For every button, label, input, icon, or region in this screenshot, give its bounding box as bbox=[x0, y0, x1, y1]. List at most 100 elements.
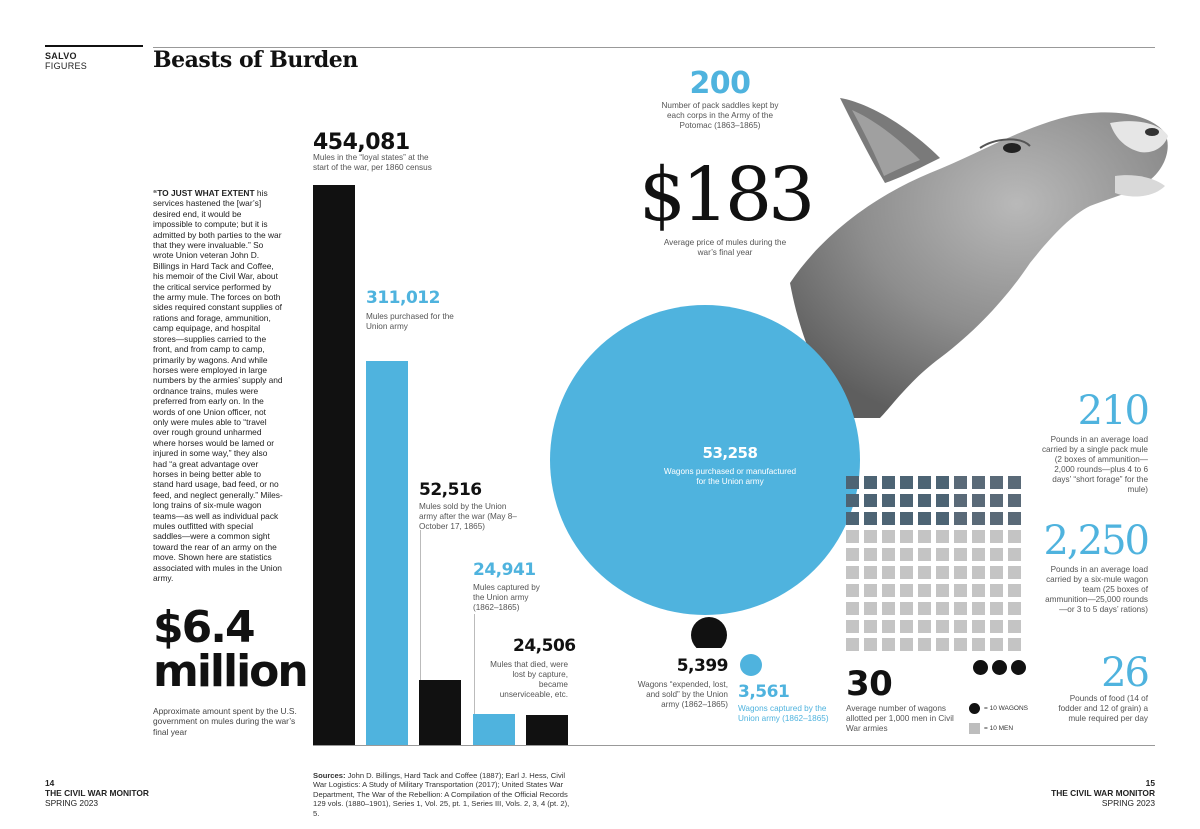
men-unit-square bbox=[900, 530, 913, 543]
wagon-unit-dot bbox=[992, 660, 1007, 675]
men-unit-square bbox=[954, 476, 967, 489]
section-label: SALVO bbox=[45, 51, 77, 61]
men-unit-square bbox=[972, 602, 985, 615]
wagons-purchased-value: 53,258 bbox=[702, 444, 758, 462]
footer-left-page: 14 bbox=[45, 778, 55, 788]
men-unit-square bbox=[954, 512, 967, 525]
legend-men-label: = 10 MEN bbox=[984, 725, 1014, 732]
men-unit-square bbox=[918, 476, 931, 489]
intro-lead: “TO JUST WHAT EXTENT bbox=[153, 188, 255, 198]
men-unit-square bbox=[990, 602, 1003, 615]
men-unit-square bbox=[936, 512, 949, 525]
men-unit-square bbox=[954, 548, 967, 561]
legend-wagon-dot bbox=[969, 703, 980, 714]
men-unit-square bbox=[918, 548, 931, 561]
bar-value-label-4: 24,941 bbox=[473, 560, 536, 580]
chart-baseline bbox=[313, 745, 1155, 746]
men-unit-square bbox=[900, 512, 913, 525]
men-unit-square bbox=[882, 638, 895, 651]
men-unit-square bbox=[918, 602, 931, 615]
men-unit-square bbox=[918, 530, 931, 543]
footer-left-mag: THE CIVIL WAR MONITOR bbox=[45, 788, 149, 798]
men-unit-square bbox=[864, 566, 877, 579]
intro-text: “TO JUST WHAT EXTENT his services hasten… bbox=[153, 188, 283, 583]
sources-text: John D. Billings, Hard Tack and Coffee (… bbox=[313, 771, 570, 818]
men-unit-square bbox=[1008, 494, 1021, 507]
men-unit-square bbox=[972, 620, 985, 633]
men-unit-square bbox=[846, 512, 859, 525]
spending-caption: Approximate amount spent by the U.S. gov… bbox=[153, 706, 297, 737]
footer-left: 14 THE CIVIL WAR MONITOR SPRING 2023 bbox=[45, 778, 149, 808]
bar-caption-2: Mules purchased for the Union army bbox=[366, 312, 454, 331]
footer-left-issue: SPRING 2023 bbox=[45, 798, 99, 808]
men-unit-square bbox=[990, 584, 1003, 597]
bar-leader-3 bbox=[420, 530, 421, 680]
men-unit-square bbox=[1008, 476, 1021, 489]
price-caption: Average price of mules during the war’s … bbox=[663, 238, 787, 257]
bar-caption-1: Mules in the “loyal states” at the start… bbox=[313, 153, 432, 172]
men-unit-square bbox=[864, 512, 877, 525]
legend-men-square bbox=[969, 723, 980, 734]
men-unit-square bbox=[900, 566, 913, 579]
men-unit-square bbox=[972, 638, 985, 651]
men-unit-square bbox=[846, 548, 859, 561]
food-caption: Pounds of food (14 of fodder and 12 of g… bbox=[1058, 694, 1148, 723]
pack-load-value: 210 bbox=[1077, 388, 1150, 434]
men-unit-square bbox=[846, 584, 859, 597]
men-unit-square bbox=[918, 584, 931, 597]
men-unit-square bbox=[972, 512, 985, 525]
bar-leader-4 bbox=[474, 614, 475, 714]
intro-body: his services hastened the [war’s] desire… bbox=[153, 188, 283, 584]
bar-value-label-5: 24,506 bbox=[513, 636, 576, 656]
bar-value-label-3: 52,516 bbox=[419, 480, 482, 500]
wagons-captured-circle bbox=[740, 654, 762, 676]
men-unit-square bbox=[882, 566, 895, 579]
men-unit-square bbox=[990, 566, 1003, 579]
men-unit-square bbox=[954, 566, 967, 579]
men-unit-square bbox=[954, 494, 967, 507]
men-unit-square bbox=[936, 494, 949, 507]
men-unit-square bbox=[990, 476, 1003, 489]
section-tag: SALVO FIGURES bbox=[45, 45, 143, 71]
men-unit-square bbox=[954, 530, 967, 543]
men-unit-square bbox=[846, 638, 859, 651]
men-unit-square bbox=[846, 602, 859, 615]
men-unit-square bbox=[954, 602, 967, 615]
men-unit-square bbox=[1008, 620, 1021, 633]
bar-value-label-2: 311,012 bbox=[366, 288, 440, 308]
men-unit-square bbox=[972, 548, 985, 561]
saddles-caption: Number of pack saddles kept by each corp… bbox=[661, 101, 779, 130]
saddles-value: 200 bbox=[689, 66, 751, 101]
men-unit-square bbox=[864, 494, 877, 507]
footer-right: 15 THE CIVIL WAR MONITOR SPRING 2023 bbox=[1030, 778, 1155, 808]
men-unit-square bbox=[1008, 566, 1021, 579]
header-rule bbox=[153, 47, 1155, 48]
men-unit-square bbox=[1008, 584, 1021, 597]
team-load-caption: Pounds in an average load carried by a s… bbox=[1045, 565, 1148, 614]
men-unit-square bbox=[954, 584, 967, 597]
men-unit-square bbox=[936, 530, 949, 543]
men-unit-square bbox=[900, 476, 913, 489]
men-unit-square bbox=[972, 530, 985, 543]
men-unit-square bbox=[972, 476, 985, 489]
men-unit-square bbox=[900, 620, 913, 633]
food-value: 26 bbox=[1101, 650, 1150, 696]
spending-amount-line2: million bbox=[153, 646, 309, 697]
men-unit-square bbox=[936, 620, 949, 633]
per-men-value: 30 bbox=[846, 664, 893, 704]
men-unit-square bbox=[990, 530, 1003, 543]
pack-load-caption: Pounds in an average load carried by a s… bbox=[1041, 435, 1148, 494]
wagons-captured-value: 3,561 bbox=[738, 682, 790, 702]
spending-amount-line1: $6.4 bbox=[153, 602, 256, 653]
footer-right-issue: SPRING 2023 bbox=[1101, 798, 1155, 808]
men-unit-square bbox=[936, 566, 949, 579]
men-unit-square bbox=[1008, 638, 1021, 651]
bar-2 bbox=[366, 361, 408, 745]
men-unit-square bbox=[882, 530, 895, 543]
subsection-label: FIGURES bbox=[45, 61, 88, 71]
wagon-unit-dot bbox=[973, 660, 988, 675]
men-unit-square bbox=[954, 620, 967, 633]
men-unit-square bbox=[918, 620, 931, 633]
men-unit-square bbox=[972, 494, 985, 507]
wagon-unit-dot bbox=[1011, 660, 1026, 675]
